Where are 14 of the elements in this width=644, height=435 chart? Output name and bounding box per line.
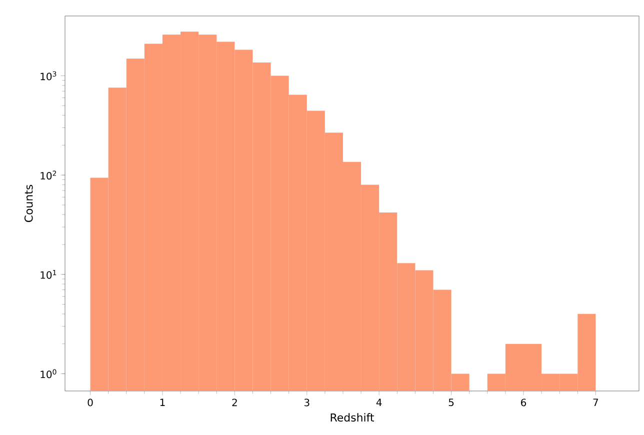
y-tick-label: 10$^{0}$ — [40, 369, 56, 378]
y-tick-label: 10$^{3}$ — [40, 71, 56, 80]
x-tick-label: 7 — [593, 398, 598, 406]
x-tick-label: 2 — [232, 398, 237, 406]
y-tick-label: 10$^{2}$ — [40, 170, 56, 180]
x-tick-label: 1 — [160, 398, 165, 406]
x-tick-label: 5 — [448, 398, 454, 406]
x-tick-label: 4 — [376, 398, 382, 406]
x-tick-label: 0 — [88, 398, 93, 406]
x-tick-label: 6 — [521, 398, 526, 406]
x-tick-label: 3 — [304, 398, 310, 406]
y-tick-label: 10$^{1}$ — [40, 270, 56, 279]
x-axis-title: Redshift — [330, 413, 374, 422]
y-axis-title: Counts — [24, 184, 33, 222]
